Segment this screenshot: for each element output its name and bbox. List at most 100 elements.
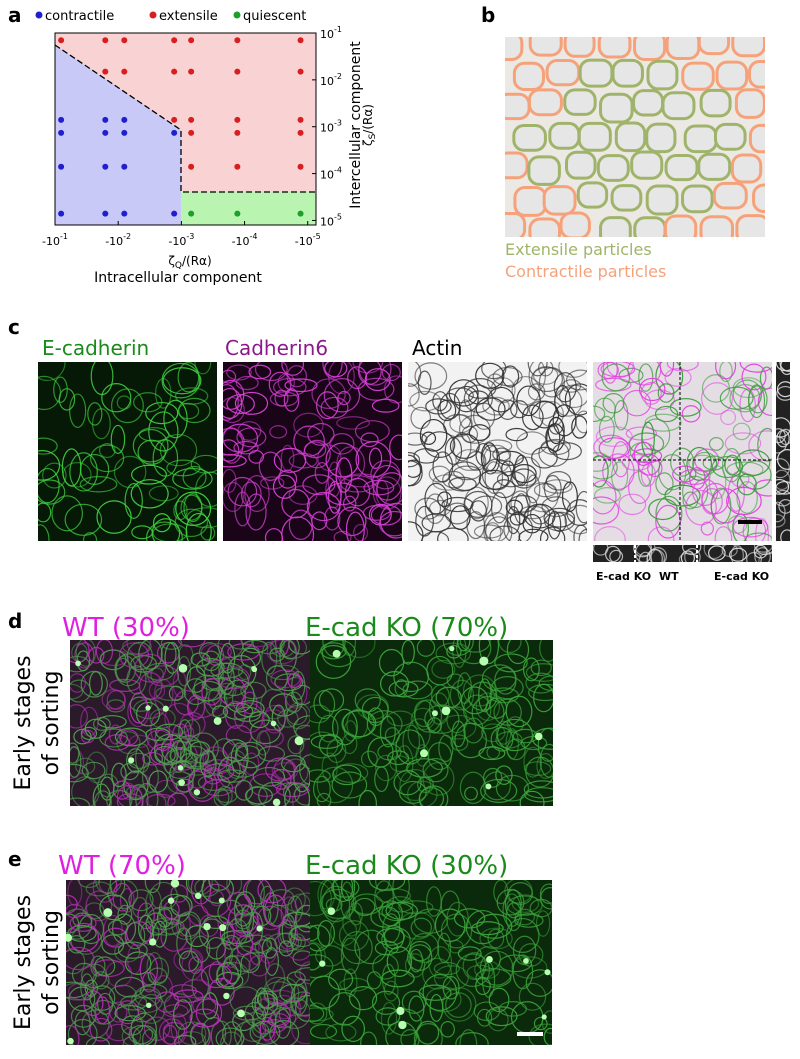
- cell-outline: [38, 479, 66, 505]
- text-part: ζ: [361, 139, 375, 146]
- cell-outline: [174, 689, 199, 716]
- cell: [681, 184, 714, 214]
- bright-nucleus: [213, 717, 222, 725]
- cell-outline: [647, 526, 675, 541]
- cell-outline: [127, 996, 158, 1023]
- cell-outline: [225, 724, 253, 747]
- cell-outline: [453, 385, 479, 413]
- cell-outline: [344, 477, 371, 507]
- cell-outline: [542, 479, 573, 494]
- cell-outline: [177, 402, 200, 420]
- cell-outline: [392, 880, 410, 902]
- cell: [597, 37, 632, 59]
- cell-outline: [128, 889, 154, 912]
- cell-outline: [140, 921, 160, 945]
- cell-outline: [719, 362, 733, 383]
- cell-outline: [415, 744, 430, 767]
- cell-outline: [174, 508, 208, 538]
- cell-outline: [109, 678, 141, 692]
- cell-outline: [85, 1036, 110, 1045]
- cell-outline: [492, 479, 516, 499]
- cell-outline: [429, 499, 452, 517]
- data-point: [234, 210, 241, 217]
- cell-outline: [175, 491, 212, 526]
- cell-outline: [245, 880, 265, 908]
- cell-outline: [269, 1020, 300, 1045]
- bright-nucleus: [162, 705, 169, 712]
- cell-outline: [273, 447, 307, 473]
- image-title: WT (70%): [58, 851, 186, 881]
- bright-nucleus: [146, 1002, 152, 1008]
- cell-outline: [633, 545, 652, 558]
- cell-outline: [135, 701, 161, 727]
- cell-outline: [70, 797, 90, 806]
- cell-outline: [177, 640, 206, 648]
- cell-outline: [437, 527, 469, 541]
- cell: [730, 153, 763, 184]
- cell-outline: [530, 400, 560, 429]
- cell-outline: [422, 973, 458, 1012]
- cell-outline: [421, 531, 450, 541]
- cell-outline: [753, 479, 772, 497]
- bright-nucleus: [67, 1037, 74, 1045]
- cell-outline: [720, 409, 737, 426]
- cell-outline: [185, 925, 209, 948]
- cell-outline: [260, 885, 275, 911]
- cell-outline: [719, 386, 754, 410]
- cell-outline: [178, 719, 192, 744]
- cell-outline: [208, 961, 225, 984]
- cell-outline: [780, 529, 790, 541]
- cell-outline: [154, 745, 176, 764]
- cell-outline: [415, 505, 434, 537]
- cell-outline: [776, 469, 790, 491]
- cell-outline: [248, 954, 270, 977]
- data-point: [188, 129, 195, 136]
- cell-outline: [741, 363, 767, 391]
- cell-outline: [374, 766, 389, 793]
- cell-outline: [106, 1023, 132, 1042]
- cell-outline: [684, 547, 701, 562]
- side-label: Early stages: [11, 895, 36, 1030]
- cell-outline: [379, 671, 410, 697]
- cell-outline: [511, 375, 541, 406]
- cell-outline: [119, 729, 139, 746]
- cell-outline: [231, 685, 246, 712]
- cell-outline: [216, 666, 250, 690]
- cell-outline: [543, 1027, 552, 1045]
- cell-outline: [38, 362, 66, 382]
- cell-outline: [539, 887, 552, 910]
- cell-outline: [440, 890, 460, 920]
- cell-outline: [320, 396, 349, 419]
- cell-outline: [638, 377, 666, 402]
- cell-outline: [317, 444, 342, 472]
- cell-outline: [75, 757, 96, 775]
- cell-outline: [294, 967, 310, 981]
- cell-outline: [493, 880, 509, 905]
- cell-outline: [62, 462, 92, 488]
- cell-outline: [459, 771, 487, 804]
- cell-outline: [757, 427, 772, 462]
- cell-outline: [561, 481, 578, 513]
- cell-outline: [258, 451, 283, 481]
- cell-outline: [160, 921, 188, 952]
- cell-outline: [170, 884, 189, 903]
- cell-outline: [703, 545, 725, 560]
- bright-nucleus: [128, 757, 135, 764]
- cell-outline: [748, 385, 768, 414]
- cell-outline: [511, 894, 540, 913]
- cell-outline: [188, 904, 209, 926]
- cell-outline: [708, 465, 727, 500]
- micrograph: [310, 640, 553, 806]
- cell-outline: [714, 526, 733, 541]
- cell-outline: [776, 436, 787, 454]
- cell-outline: [339, 977, 370, 992]
- data-point: [188, 37, 195, 44]
- bright-nucleus: [149, 938, 157, 946]
- cell-outline: [137, 439, 166, 465]
- text-part: -5: [334, 212, 342, 221]
- cell-outline: [226, 364, 252, 381]
- cell-pattern: [505, 37, 765, 237]
- cell-outline: [525, 969, 552, 997]
- cell-outline: [462, 674, 497, 707]
- cell-outline: [489, 525, 521, 541]
